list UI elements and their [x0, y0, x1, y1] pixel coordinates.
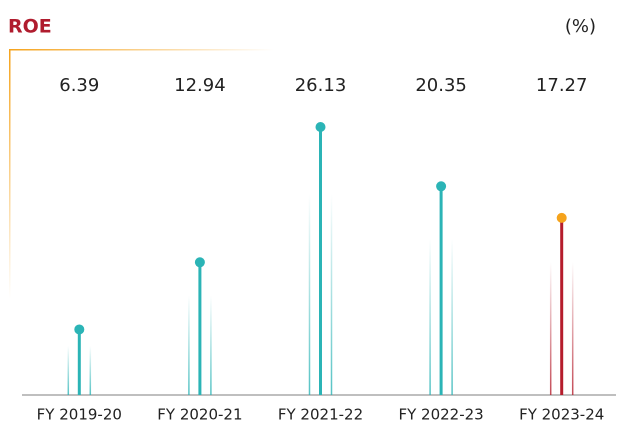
dot	[315, 122, 326, 132]
stem-glow	[549, 262, 552, 395]
stem-glow	[330, 194, 333, 395]
value-label: 20.35	[415, 75, 467, 96]
stem	[560, 217, 564, 395]
stem-glow	[67, 345, 70, 395]
bracket-vertical	[9, 49, 11, 299]
x-tick-label: FY 2021-22	[278, 406, 363, 424]
stem	[77, 329, 81, 395]
chart-title: ROE	[8, 16, 52, 38]
stem-glow	[571, 262, 574, 395]
value-label: 12.94	[174, 75, 226, 96]
stem-glow	[308, 194, 311, 395]
dot	[556, 212, 567, 223]
stem-glow	[188, 295, 190, 395]
x-tick-label: FY 2019-20	[37, 406, 122, 424]
dot	[436, 181, 447, 192]
dot	[194, 257, 205, 268]
x-tick-label: FY 2020-21	[157, 406, 242, 424]
stem	[319, 127, 322, 395]
x-tick-label: FY 2023-24	[519, 406, 604, 424]
stem-glow	[89, 345, 92, 395]
value-label: 17.27	[536, 75, 588, 96]
value-label: 26.13	[295, 75, 347, 96]
stem	[198, 262, 202, 395]
stem-glow	[210, 295, 212, 395]
x-tick-label: FY 2022-23	[398, 406, 483, 424]
stem	[439, 186, 443, 395]
stem-glow	[429, 238, 431, 395]
stem-glow	[451, 238, 453, 395]
value-label: 6.39	[59, 75, 99, 96]
dot	[74, 324, 85, 335]
bracket-horizontal	[9, 49, 274, 51]
unit-label: (%)	[565, 16, 596, 37]
